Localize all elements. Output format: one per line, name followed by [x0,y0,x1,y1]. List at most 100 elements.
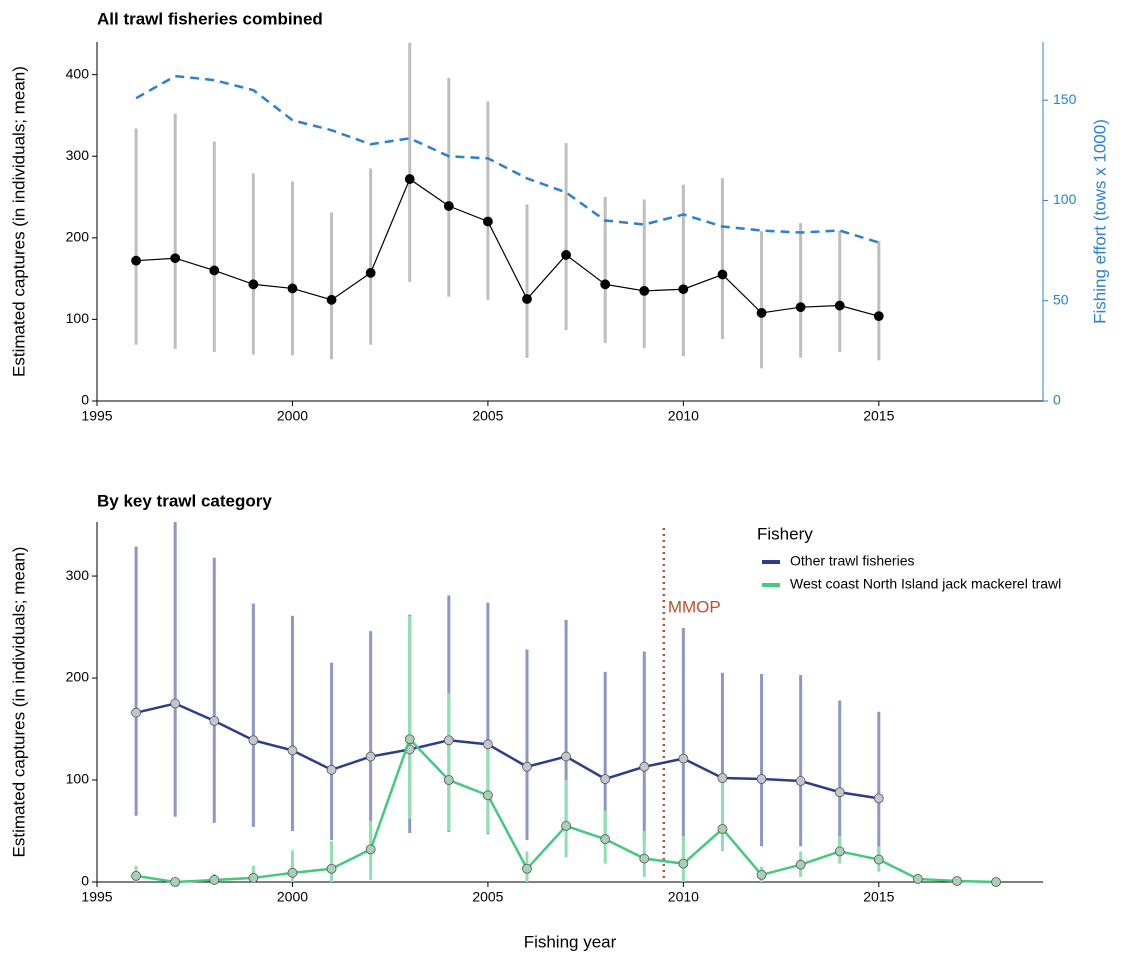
data-point [561,821,571,831]
data-point [522,761,532,772]
data-point [248,735,259,746]
y-tick-label: 300 [66,147,90,163]
data-point [991,877,1001,887]
data-point [561,250,571,260]
x-tick-label: 2010 [668,889,699,905]
data-point [483,216,493,227]
data-point [717,269,728,280]
y-tick-label: 400 [66,65,90,81]
data-point [326,764,337,775]
y-tick-label: 200 [66,669,90,685]
data-point [170,698,181,709]
data-point [365,751,376,762]
data-point [404,174,415,184]
y-tick-label: 0 [81,873,89,889]
data-point [365,844,376,855]
data-point [287,745,298,756]
legend-title: Fishery [757,524,813,543]
x-tick-label: 2010 [668,408,699,424]
data-point [913,874,923,884]
y-tick-label: 100 [66,310,90,326]
data-point [483,790,493,801]
data-point [795,302,806,313]
data-point [287,283,298,294]
legend-label: Other trawl fisheries [790,553,914,569]
data-point [756,869,767,880]
data-point [131,707,141,718]
x-tick-label: 1995 [81,408,112,424]
x-tick-label: 2000 [277,408,308,424]
data-point [756,774,767,784]
series-line [135,74,880,244]
data-point [639,285,650,296]
data-point [678,858,689,869]
data-point [717,824,728,834]
x-tick-label: 2005 [472,408,503,424]
data-point [756,307,767,318]
data-point [952,876,962,886]
data-point [443,201,454,211]
data-point [248,873,259,883]
y2-tick-label: 0 [1053,392,1061,408]
data-point [795,776,806,786]
data-point [600,774,611,784]
data-point [873,793,884,804]
data-point [483,739,493,750]
x-tick-label: 2000 [277,889,308,905]
x-tick-label: 1995 [81,889,112,905]
data-point [326,863,337,874]
y2-tick-label: 50 [1053,291,1069,307]
reference-label: MMOP [668,597,721,616]
series-line [135,702,880,800]
data-point [170,253,181,264]
data-point [873,311,884,322]
data-point [834,787,845,798]
data-point [209,265,220,276]
data-point [287,867,298,878]
y2-tick-label: 100 [1053,191,1077,207]
data-point [795,859,806,870]
data-point [678,753,689,764]
data-point [170,877,181,887]
data-point [561,751,571,762]
data-point [522,294,532,304]
data-point [678,284,689,295]
chart-title: All trawl fisheries combined [97,9,323,28]
x-axis-label: Fishing year [524,932,617,951]
y2-axis-label: Fishing effort (tows x 1000) [1090,119,1109,324]
x-tick-label: 2015 [863,408,894,424]
y-tick-label: 100 [66,771,90,787]
data-point [639,853,650,864]
data-point [639,761,650,772]
data-point [600,279,611,290]
data-point [209,875,220,885]
data-point [834,846,845,857]
data-point [131,870,141,881]
y-tick-label: 0 [81,392,89,408]
data-point [326,294,337,305]
data-point [404,734,415,745]
y-axis-label: Estimated captures (in individuals; mean… [9,66,28,377]
x-tick-label: 2015 [863,889,894,905]
data-point [443,775,454,785]
data-point [131,255,141,266]
data-point [248,279,259,290]
data-point [717,773,728,783]
y-tick-label: 300 [66,567,90,583]
y-axis-label: Estimated captures (in individuals; mean… [9,547,28,858]
chart-title: By key trawl category [97,491,272,510]
y-tick-label: 200 [66,229,90,245]
data-point [873,854,884,865]
data-point [600,834,611,845]
data-point [834,300,845,311]
data-point [443,735,454,746]
x-tick-label: 2005 [472,889,503,905]
series-line [136,178,879,317]
data-point [209,715,220,726]
data-point [365,268,376,278]
data-point [522,863,532,874]
legend-label: West coast North Island jack mackerel tr… [790,576,1061,592]
y2-tick-label: 150 [1053,91,1077,107]
